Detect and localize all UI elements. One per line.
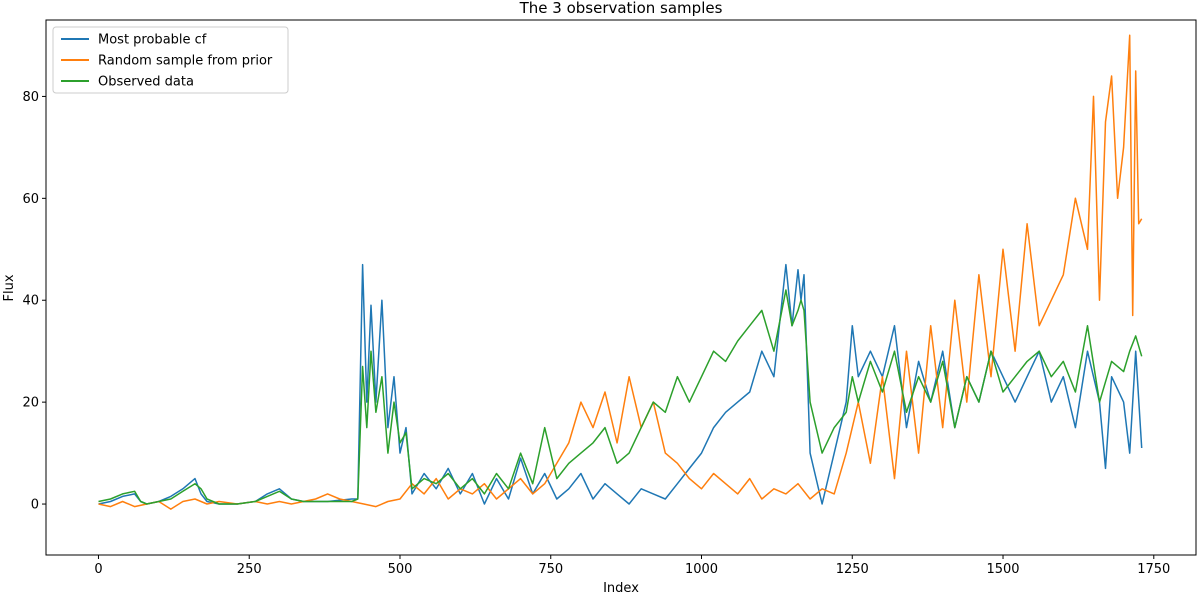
x-tick-label: 750 <box>538 562 563 577</box>
x-tick-label: 0 <box>94 562 102 577</box>
y-tick-label: 0 <box>31 498 39 513</box>
series-line-2 <box>98 34 1143 510</box>
series-layer <box>98 34 1143 510</box>
legend-label: Most probable cf <box>98 33 207 48</box>
y-axis-label: Flux <box>2 274 17 301</box>
y-tick-label: 60 <box>22 192 39 207</box>
legend: Most probable cf Random sample from prior… <box>52 26 289 94</box>
x-axis: 0 250 500 750 1000 1250 1500 1750 <box>94 555 1170 577</box>
series-line-1 <box>98 263 1143 505</box>
legend-box <box>52 26 289 94</box>
y-tick-label: 20 <box>22 396 39 411</box>
series-line-3 <box>98 289 1143 505</box>
x-tick-label: 1250 <box>836 562 869 577</box>
y-tick-label: 40 <box>22 294 39 309</box>
legend-label: Random sample from prior <box>98 54 273 69</box>
y-axis: 0 20 40 60 80 <box>22 90 46 513</box>
plot-frame <box>45 19 1197 556</box>
x-tick-label: 1000 <box>685 562 718 577</box>
y-tick-label: 80 <box>22 90 39 105</box>
x-tick-label: 1750 <box>1137 562 1170 577</box>
chart-title: The 3 observation samples <box>519 0 723 17</box>
x-axis-label: Index <box>603 581 639 595</box>
x-tick-label: 250 <box>237 562 262 577</box>
x-tick-label: 1500 <box>986 562 1019 577</box>
legend-label: Observed data <box>98 75 194 90</box>
x-tick-label: 500 <box>388 562 413 577</box>
